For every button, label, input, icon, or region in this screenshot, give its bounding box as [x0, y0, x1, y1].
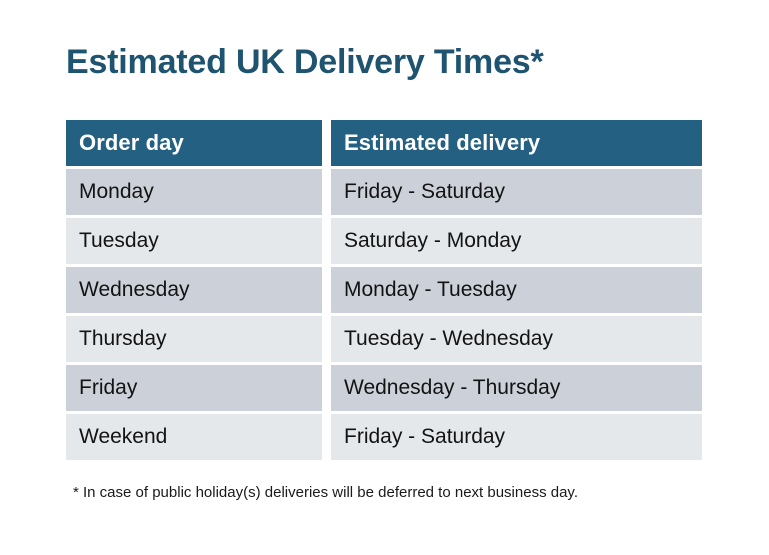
- page-title: Estimated UK Delivery Times*: [66, 43, 544, 81]
- column-header-order-day: Order day: [66, 120, 322, 166]
- cell-estimated-delivery: Tuesday - Wednesday: [331, 316, 702, 362]
- cell-estimated-delivery: Friday - Saturday: [331, 414, 702, 460]
- cell-order-day: Weekend: [66, 414, 322, 460]
- column-divider: [322, 218, 331, 264]
- cell-estimated-delivery: Wednesday - Thursday: [331, 365, 702, 411]
- table-row: Wednesday Monday - Tuesday: [66, 267, 702, 313]
- cell-order-day: Monday: [66, 169, 322, 215]
- cell-order-day: Tuesday: [66, 218, 322, 264]
- cell-order-day: Wednesday: [66, 267, 322, 313]
- table-row: Thursday Tuesday - Wednesday: [66, 316, 702, 362]
- column-header-estimated-delivery: Estimated delivery: [331, 120, 702, 166]
- column-divider: [322, 120, 331, 166]
- cell-order-day: Thursday: [66, 316, 322, 362]
- cell-estimated-delivery: Monday - Tuesday: [331, 267, 702, 313]
- cell-order-day: Friday: [66, 365, 322, 411]
- table-header-row: Order day Estimated delivery: [66, 120, 702, 166]
- table-row: Monday Friday - Saturday: [66, 169, 702, 215]
- column-divider: [322, 169, 331, 215]
- table-row: Friday Wednesday - Thursday: [66, 365, 702, 411]
- column-divider: [322, 365, 331, 411]
- column-divider: [322, 414, 331, 460]
- footnote-text: * In case of public holiday(s) deliverie…: [73, 484, 578, 501]
- table-row: Tuesday Saturday - Monday: [66, 218, 702, 264]
- delivery-times-table: Order day Estimated delivery Monday Frid…: [66, 120, 702, 463]
- cell-estimated-delivery: Friday - Saturday: [331, 169, 702, 215]
- cell-estimated-delivery: Saturday - Monday: [331, 218, 702, 264]
- column-divider: [322, 316, 331, 362]
- column-divider: [322, 267, 331, 313]
- table-row: Weekend Friday - Saturday: [66, 414, 702, 460]
